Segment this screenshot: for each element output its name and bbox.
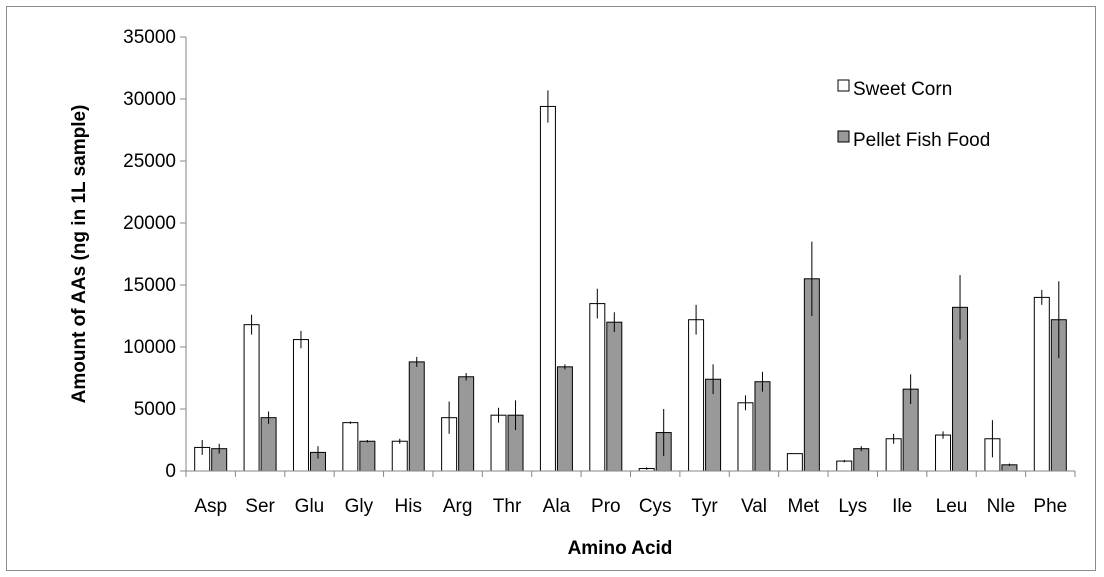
bar-sweet-corn-val [737, 402, 754, 472]
x-tick-label-cys: Cys [639, 496, 672, 517]
y-tick-label: 20000 [123, 213, 176, 234]
y-tick-label: 10000 [123, 337, 176, 358]
x-tick-label-val: Val [741, 496, 767, 517]
bar-sweet-corn-his [391, 440, 408, 472]
x-tick-label-ala: Ala [543, 496, 571, 517]
legend-swatch-pellet-fish-food [837, 130, 850, 143]
x-axis: Asp Ser Glu Gly His Arg Thr Ala Pro Cys Tyr Val Met L… [185, 470, 1076, 517]
legend-swatch-sweet-corn [837, 79, 850, 92]
bar-pellet-fish-food-val [754, 381, 771, 472]
x-tick-label-his: His [395, 496, 422, 517]
x-tick-label-tyr: Tyr [691, 496, 718, 517]
y-tick-label: 30000 [123, 89, 176, 110]
x-tick-label-met: Met [788, 496, 820, 517]
y-tick-label: 5000 [134, 399, 176, 420]
legend-label-sweet-corn: Sweet Corn [853, 79, 952, 100]
x-axis-title: Amino Acid [568, 538, 673, 559]
y-tick-label: 0 [165, 461, 176, 482]
y-tick-label: 35000 [123, 27, 176, 48]
bar-sweet-corn-met [786, 453, 803, 472]
y-axis: 0 5000 10000 15000 20000 25000 30000 35000 [123, 27, 187, 482]
bar-sweet-corn-leu [935, 434, 952, 472]
bar-pellet-fish-food-pro [606, 321, 623, 472]
x-tick-label-lys: Lys [838, 496, 867, 517]
x-tick-label-gly: Gly [345, 496, 374, 517]
bar-pellet-fish-food-ser [260, 417, 277, 472]
x-tick-label-phe: Phe [1033, 496, 1067, 517]
x-tick-label-asp: Asp [194, 496, 227, 517]
x-tick-label-glu: Glu [295, 496, 325, 517]
x-tick-label-arg: Arg [443, 496, 473, 517]
x-tick-label-ile: Ile [892, 496, 912, 517]
bar-sweet-corn-ser [243, 324, 260, 472]
bar-pellet-fish-food-arg [458, 376, 475, 472]
legend-label-pellet-fish-food: Pellet Fish Food [853, 130, 990, 151]
bar-sweet-corn-thr [490, 414, 507, 472]
error-bars [201, 90, 1060, 470]
bar-sweet-corn-lys [836, 460, 853, 472]
bar-pellet-fish-food-ala [556, 366, 573, 472]
bar-sweet-corn-pro [589, 303, 606, 472]
x-tick-label-pro: Pro [591, 496, 621, 517]
y-axis-title: Amount of AAs (ng in 1L sample) [69, 105, 90, 404]
x-tick-label-nle: Nle [987, 496, 1016, 517]
bar-sweet-corn-glu [292, 339, 309, 472]
bar-sweet-corn-tyr [688, 319, 705, 472]
y-tick-label: 25000 [123, 151, 176, 172]
bars [194, 105, 1067, 472]
x-tick-label-thr: Thr [493, 496, 522, 517]
x-tick-label-ser: Ser [245, 496, 275, 517]
bar-pellet-fish-food-lys [853, 448, 870, 472]
y-tick-label: 15000 [123, 275, 176, 296]
bar-sweet-corn-gly [342, 422, 359, 472]
x-tick-label-leu: Leu [936, 496, 968, 517]
bar-pellet-fish-food-gly [359, 440, 376, 472]
bar-sweet-corn-phe [1033, 296, 1050, 472]
legend: Sweet Corn Pellet Fish Food [837, 79, 990, 151]
bar-sweet-corn-ala [539, 105, 556, 472]
bar-pellet-fish-food-his [408, 361, 425, 472]
